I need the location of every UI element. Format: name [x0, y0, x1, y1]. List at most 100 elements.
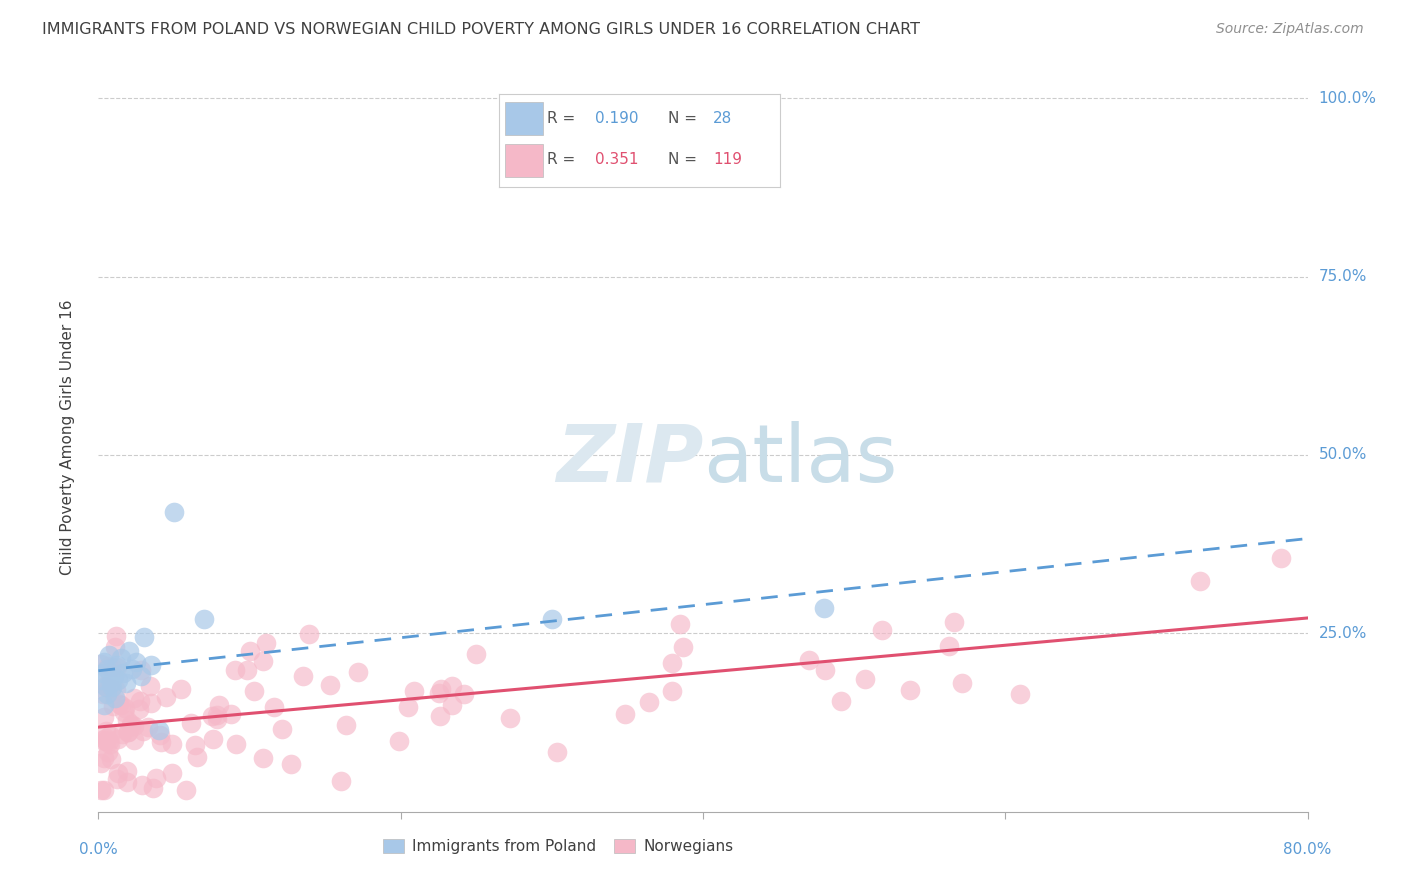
Point — [138, 720, 160, 734]
Point — [155, 690, 177, 705]
Point — [100, 676, 122, 690]
Point — [93, 710, 115, 724]
Point — [661, 684, 683, 698]
Point — [129, 663, 152, 677]
Point — [429, 708, 451, 723]
Point — [254, 636, 277, 650]
Point — [100, 659, 122, 673]
Point — [546, 745, 568, 759]
Text: 119: 119 — [713, 153, 742, 167]
Point — [129, 694, 152, 708]
Point — [464, 647, 486, 661]
Text: N =: N = — [668, 153, 702, 167]
Point — [453, 687, 475, 701]
Point — [105, 682, 128, 697]
Text: IMMIGRANTS FROM POLAND VS NORWEGIAN CHILD POVERTY AMONG GIRLS UNDER 16 CORRELATI: IMMIGRANTS FROM POLAND VS NORWEGIAN CHIL… — [42, 22, 920, 37]
Point — [103, 698, 125, 713]
Point — [668, 616, 690, 631]
Text: Source: ZipAtlas.com: Source: ZipAtlas.com — [1216, 22, 1364, 37]
Point — [96, 734, 118, 748]
Point — [193, 612, 215, 626]
Point — [115, 775, 138, 789]
Text: 100.0%: 100.0% — [1319, 91, 1376, 105]
Point — [319, 678, 342, 692]
Point — [131, 778, 153, 792]
Point — [128, 702, 150, 716]
Point — [111, 727, 134, 741]
Point — [90, 756, 112, 771]
Point — [132, 724, 155, 739]
Point — [105, 629, 128, 643]
Point — [853, 672, 876, 686]
Text: 80.0%: 80.0% — [1284, 842, 1331, 857]
Point — [950, 675, 973, 690]
Point — [346, 665, 368, 680]
Point — [107, 673, 129, 687]
Point — [100, 752, 122, 766]
Point — [943, 615, 966, 629]
Point — [129, 669, 152, 683]
Point — [100, 681, 122, 696]
Point — [108, 697, 131, 711]
Point — [242, 684, 264, 698]
Point — [404, 684, 426, 698]
Point — [236, 664, 259, 678]
Point — [107, 765, 129, 780]
Text: 28: 28 — [713, 111, 733, 126]
Point — [898, 682, 921, 697]
Point — [637, 694, 659, 708]
Text: N =: N = — [668, 111, 702, 126]
Point — [90, 673, 112, 687]
Point — [207, 707, 229, 722]
Point — [201, 732, 224, 747]
Point — [170, 681, 193, 696]
Point — [101, 680, 124, 694]
Point — [441, 679, 464, 693]
Point — [120, 719, 142, 733]
Point — [797, 653, 820, 667]
Point — [499, 711, 522, 725]
Point — [114, 676, 136, 690]
Point — [329, 773, 352, 788]
Point — [149, 735, 172, 749]
Point — [224, 663, 246, 677]
Point — [98, 669, 121, 683]
Point — [201, 708, 224, 723]
Point — [105, 660, 128, 674]
Point — [103, 669, 125, 683]
Point — [186, 750, 208, 764]
Point — [110, 698, 132, 712]
Point — [671, 640, 693, 655]
Point — [96, 659, 118, 673]
Point — [1010, 687, 1032, 701]
Point — [239, 644, 262, 658]
Point — [252, 654, 274, 668]
Point — [388, 733, 411, 747]
Point — [114, 701, 136, 715]
Point — [160, 766, 183, 780]
Text: 75.0%: 75.0% — [1319, 269, 1367, 284]
Point — [94, 679, 117, 693]
Point — [252, 751, 274, 765]
Text: R =: R = — [547, 153, 581, 167]
Point — [104, 640, 127, 654]
Point — [219, 706, 242, 721]
FancyBboxPatch shape — [505, 102, 543, 135]
Point — [813, 601, 835, 615]
Point — [94, 724, 117, 739]
Point — [97, 681, 120, 695]
Text: 25.0%: 25.0% — [1319, 626, 1367, 640]
Point — [141, 658, 163, 673]
Text: R =: R = — [547, 111, 581, 126]
Point — [938, 640, 960, 654]
Text: 0.351: 0.351 — [595, 153, 638, 167]
Point — [540, 612, 562, 626]
Point — [97, 745, 120, 759]
Text: 0.0%: 0.0% — [79, 842, 118, 857]
Point — [91, 733, 114, 747]
Point — [184, 738, 207, 752]
Point — [112, 705, 135, 719]
Point — [105, 658, 128, 673]
Point — [120, 717, 142, 731]
Point — [90, 657, 112, 672]
